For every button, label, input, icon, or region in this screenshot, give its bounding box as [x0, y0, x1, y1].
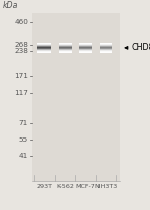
Text: kDa: kDa — [3, 1, 18, 11]
Text: 268: 268 — [14, 42, 28, 48]
Text: 41: 41 — [19, 154, 28, 159]
Text: 460: 460 — [14, 19, 28, 25]
Text: 117: 117 — [14, 91, 28, 96]
Text: K-562: K-562 — [56, 184, 74, 189]
Text: 238: 238 — [14, 49, 28, 54]
Text: NIH3T3: NIH3T3 — [94, 184, 117, 189]
Text: MCF-7: MCF-7 — [76, 184, 95, 189]
Text: 293T: 293T — [36, 184, 52, 189]
Text: CHD8: CHD8 — [132, 43, 150, 52]
Text: 71: 71 — [19, 120, 28, 126]
Text: 55: 55 — [19, 137, 28, 143]
Text: 171: 171 — [14, 73, 28, 79]
